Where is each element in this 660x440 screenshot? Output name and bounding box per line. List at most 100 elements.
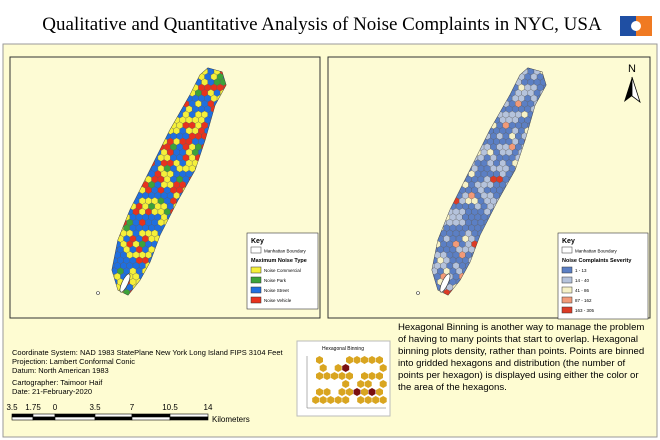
legend-label: 87 - 162 <box>575 298 592 303</box>
inset-hex <box>327 396 335 404</box>
scale-label: 14 <box>204 403 213 412</box>
legend-swatch <box>250 296 262 304</box>
scale-segment <box>54 416 96 421</box>
legend-label: 1 - 13 <box>575 268 587 273</box>
inset-hex <box>372 396 380 404</box>
legend-swatch <box>561 306 573 314</box>
scale-label: 3.5 <box>6 403 18 412</box>
scale-segment <box>131 416 171 421</box>
inset-hex <box>319 396 327 404</box>
legend-swatch <box>561 296 573 304</box>
inset-hex <box>353 388 361 396</box>
inset-hex <box>334 364 342 372</box>
inset-hex <box>376 372 383 380</box>
scale-segment <box>169 416 209 421</box>
inset-hex <box>379 380 387 388</box>
legend-heading: Noise Complaints Severity <box>562 258 632 264</box>
scale-label: 0 <box>53 403 58 412</box>
description: Hexagonal Binning is another way to mana… <box>398 322 645 393</box>
legend-label: 14 - 40 <box>575 278 590 283</box>
inset-hex <box>338 388 346 396</box>
inset-hex <box>353 356 361 364</box>
legend-heading: Maximum Noise Type <box>251 258 307 264</box>
legend-swatch <box>250 276 262 284</box>
info-line: Cartographer: Taimoor Haif <box>12 378 103 387</box>
scale-segment <box>131 413 171 418</box>
inset-hex <box>368 356 376 364</box>
inset-hex <box>316 372 323 380</box>
inset-hex <box>316 388 323 396</box>
scale-label: 7 <box>130 403 135 412</box>
inset-hex <box>361 388 368 396</box>
scale-bar: 3.5 1.75 0 3.5 7 10.5 14 Kilometers <box>6 403 249 424</box>
legend-swatch <box>250 266 262 274</box>
scale-segment <box>32 413 56 418</box>
legend-box <box>557 232 649 320</box>
scale-segment <box>11 416 34 421</box>
title: Qualitative and Quantitative Analysis of… <box>42 14 602 35</box>
inset-hex <box>331 372 338 380</box>
scale-segment <box>11 413 34 418</box>
legend-label: 41 - 86 <box>575 288 590 293</box>
inset-hex <box>342 396 350 404</box>
inset-hex <box>368 388 376 396</box>
legend-swatch <box>561 266 573 274</box>
inset-hex <box>346 388 353 396</box>
inset-hex <box>376 356 383 364</box>
scale-label: 1.75 <box>25 403 41 412</box>
inset-hex <box>364 380 372 388</box>
info-line: Datum: North American 1983 <box>12 366 109 375</box>
info-line: Date: 21-February-2020 <box>12 387 92 396</box>
inset-hex <box>379 364 387 372</box>
legend-label: 163 - 305 <box>575 308 595 313</box>
info-line: Coordinate System: NAD 1983 StatePlane N… <box>12 348 283 357</box>
inset-hex <box>346 356 353 364</box>
north-label: N <box>628 63 636 75</box>
scale-label: 10.5 <box>162 403 178 412</box>
island <box>119 273 131 293</box>
scale-segment <box>94 416 133 421</box>
legend-label: Manhattan Boundary <box>575 249 618 254</box>
legend-title: Key <box>251 238 264 245</box>
north-arrow: N <box>624 63 641 104</box>
inset-hex <box>368 372 376 380</box>
inset-hex <box>312 396 320 404</box>
island <box>96 291 100 295</box>
inset-hex <box>361 356 368 364</box>
legend-label: Noise Commercial <box>264 268 301 273</box>
inset-hex <box>338 372 346 380</box>
legend-label: Noise Street <box>264 288 290 293</box>
inset-hex <box>357 396 365 404</box>
scale-segment <box>32 416 56 421</box>
inset-hex <box>379 396 387 404</box>
scale-label: 3.5 <box>89 403 101 412</box>
flag-icon <box>620 16 652 36</box>
inset-hex <box>323 372 331 380</box>
scale-segment <box>169 413 209 418</box>
inset: Hexagonal Binning <box>296 340 391 417</box>
inset-hex <box>376 388 383 396</box>
scale-segment <box>54 413 96 418</box>
inset-hex <box>319 364 327 372</box>
inset-hex <box>342 380 350 388</box>
info-block: Coordinate System: NAD 1983 StatePlane N… <box>12 348 283 396</box>
island <box>439 273 451 293</box>
inset-hex <box>334 396 342 404</box>
legend-swatch <box>561 276 573 284</box>
inset-hex <box>346 372 353 380</box>
inset-hex <box>357 380 365 388</box>
inset-hex <box>316 356 323 364</box>
legend-label: Manhattan Boundary <box>264 249 307 254</box>
legend-swatch <box>561 246 573 254</box>
inset-hex <box>361 372 368 380</box>
legend-swatch <box>250 246 262 254</box>
inset-title: Hexagonal Binning <box>322 346 364 352</box>
legend-label: Noise Park <box>264 278 287 283</box>
legend-label: Noise Vehicle <box>264 298 292 303</box>
scale-segment <box>94 413 133 418</box>
inset-hex <box>342 364 350 372</box>
